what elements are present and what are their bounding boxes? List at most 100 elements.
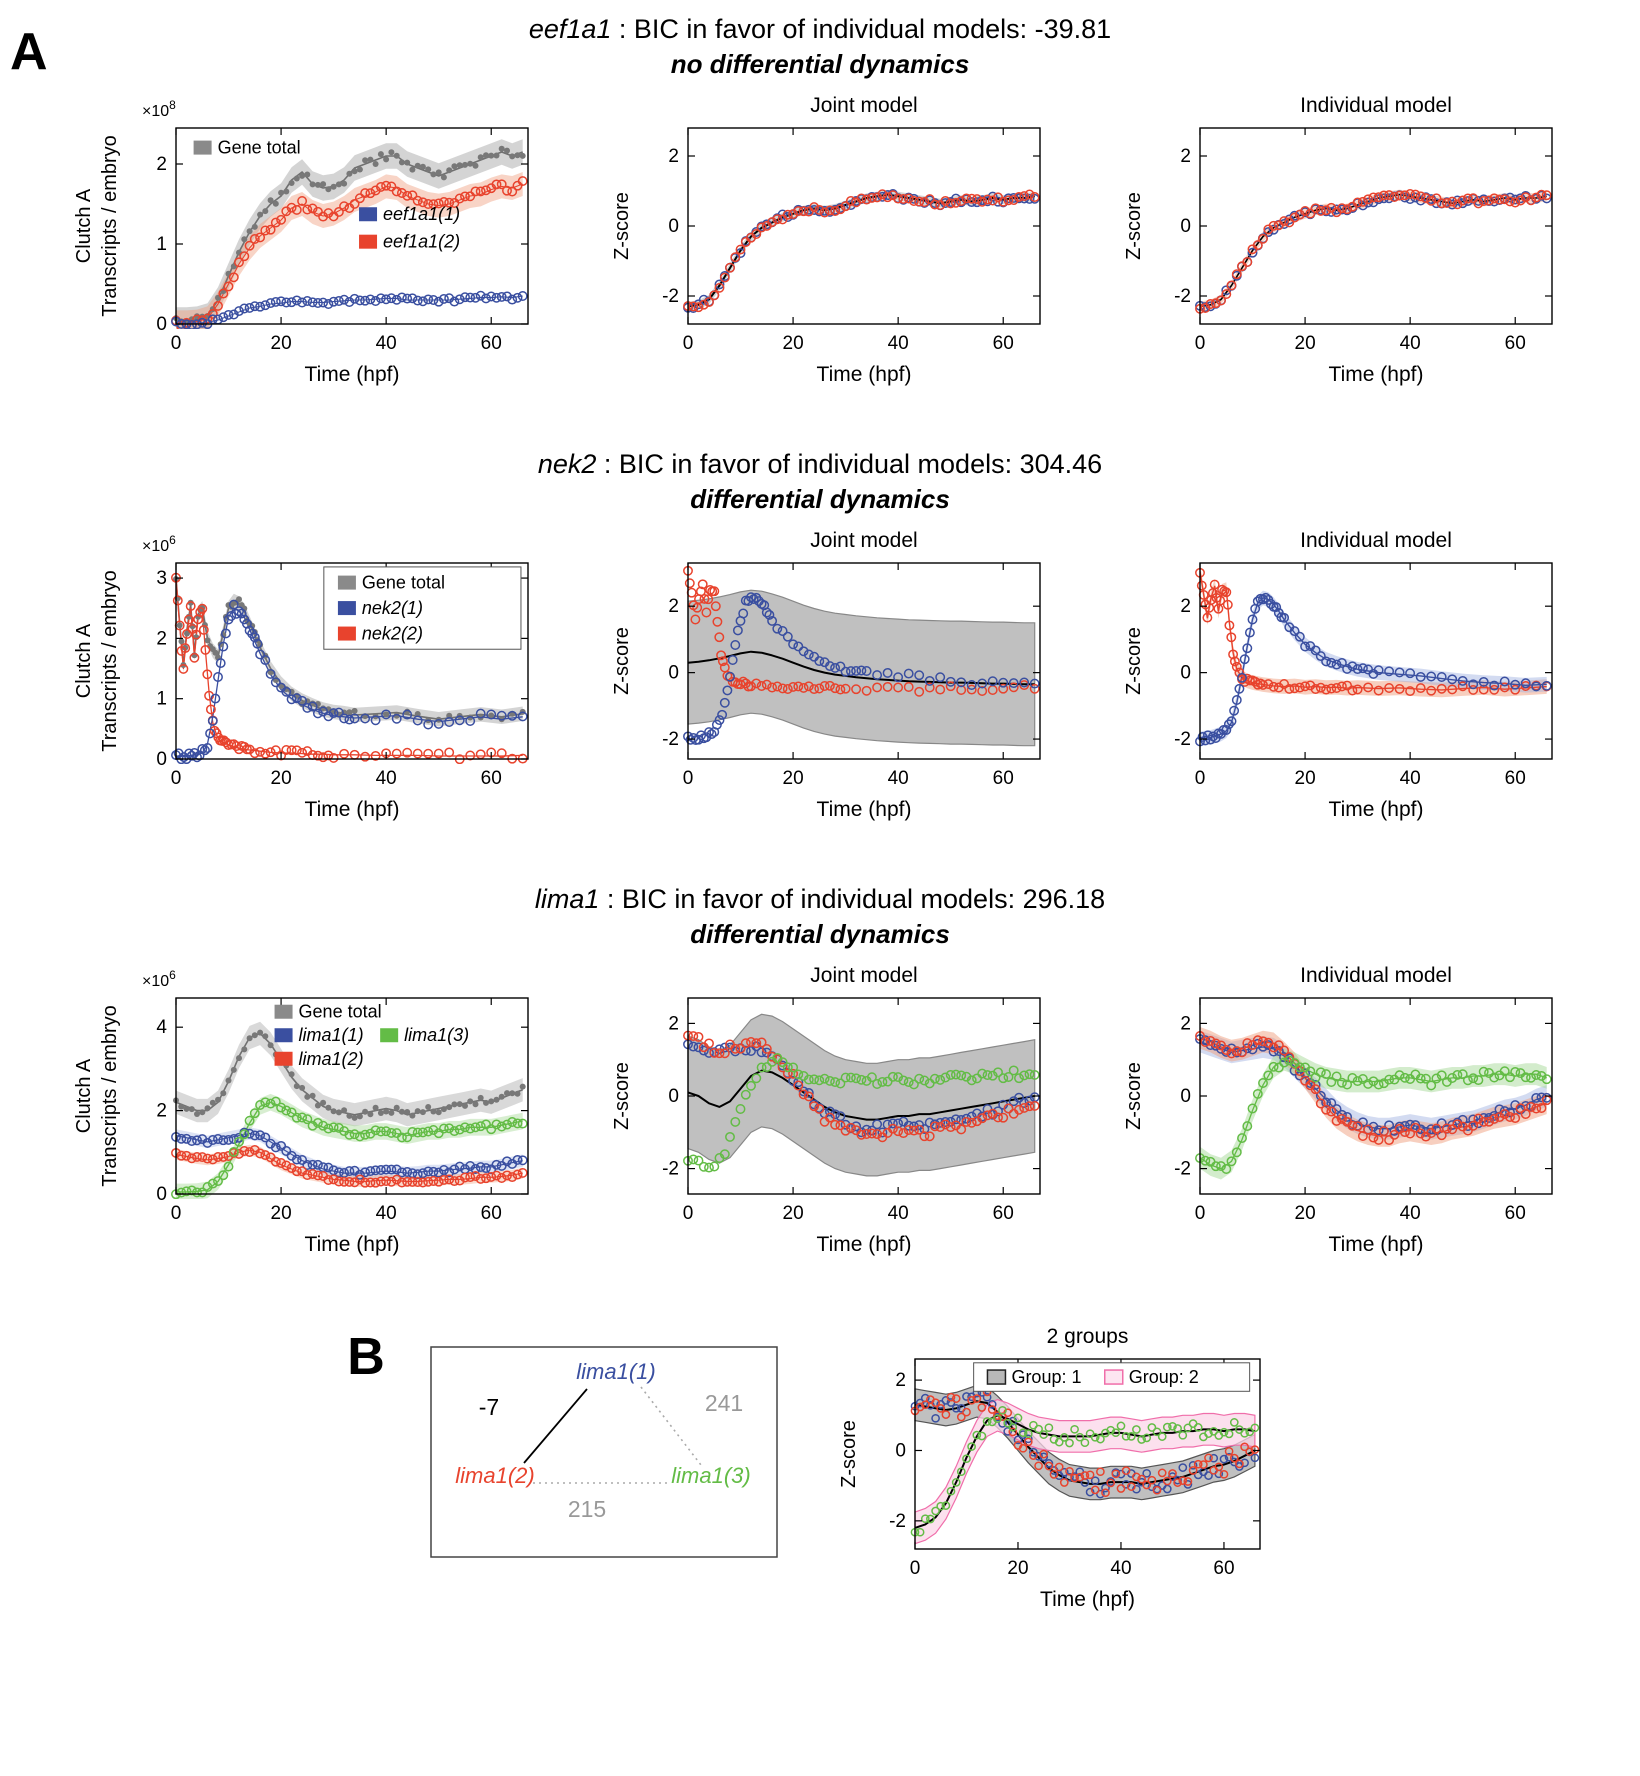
svg-text:0: 0	[1180, 1086, 1191, 1107]
svg-text:0: 0	[668, 1086, 679, 1107]
svg-text:-2: -2	[662, 286, 679, 307]
svg-text:Joint model: Joint model	[810, 94, 917, 117]
svg-text:0: 0	[1195, 1203, 1206, 1224]
svg-text:-2: -2	[1174, 1159, 1191, 1180]
svg-text:60: 60	[481, 1203, 502, 1224]
chart-eef1a1-individual-model: 0 20 40 60 -2 0 2 Individual model Time (hpf) Z-s…	[1082, 88, 1582, 393]
svg-text:-2: -2	[1174, 729, 1191, 750]
row-title-nek2: nek2 : BIC in favor of individual models…	[0, 449, 1640, 480]
svg-text:40: 40	[1400, 768, 1421, 789]
charts-row-nek2: 0 20 40 60 0 1 2 3 Time (hpf) Clutch A Transcripts…	[0, 523, 1640, 828]
svg-text:×106: ×106	[142, 533, 176, 555]
svg-text:0: 0	[668, 216, 679, 237]
svg-text:2: 2	[1180, 596, 1191, 617]
svg-text:1: 1	[156, 689, 167, 710]
svg-text:20: 20	[271, 333, 292, 354]
chart-nek2-abundance: 0 20 40 60 0 1 2 3 Time (hpf) Clutch A Transcripts…	[58, 523, 558, 828]
svg-text:40: 40	[376, 333, 397, 354]
svg-text:0: 0	[1180, 663, 1191, 684]
svg-text:0: 0	[683, 768, 694, 789]
svg-text:40: 40	[888, 333, 909, 354]
svg-text:215: 215	[568, 1496, 606, 1522]
svg-text:Z-score: Z-score	[1123, 1062, 1145, 1130]
svg-text:Z-score: Z-score	[1123, 192, 1145, 260]
svg-text:60: 60	[1213, 1558, 1234, 1579]
svg-text:2: 2	[895, 1370, 906, 1391]
svg-text:Time (hpf): Time (hpf)	[817, 798, 912, 821]
svg-text:-2: -2	[662, 1159, 679, 1180]
panel-a-label: A	[10, 23, 48, 81]
svg-text:-2: -2	[662, 729, 679, 750]
svg-text:40: 40	[1400, 1203, 1421, 1224]
svg-text:Time (hpf): Time (hpf)	[305, 1233, 400, 1256]
charts-row-eef1a1: 0 20 40 60 0 1 2 Time (hpf) Clutch A Transcripts …	[0, 88, 1640, 393]
svg-text:40: 40	[888, 768, 909, 789]
svg-text:-7: -7	[479, 1394, 499, 1420]
svg-text:2: 2	[668, 146, 679, 167]
svg-text:Time (hpf): Time (hpf)	[817, 363, 912, 386]
svg-text:×108: ×108	[142, 98, 176, 120]
chart-lima1-joint-model: 0 20 40 60 -2 0 2 Joint model Time (hpf) Z-score	[570, 958, 1070, 1263]
svg-text:0: 0	[171, 1203, 182, 1224]
svg-text:Gene total: Gene total	[299, 1002, 382, 1022]
svg-text:4: 4	[156, 1017, 167, 1038]
svg-text:40: 40	[1110, 1558, 1131, 1579]
gene-name: lima1	[534, 884, 600, 914]
panel-b: B -7 241 215 lima1(1) lima1(2) lima1(3) 0 20 40…	[0, 1319, 1640, 1624]
svg-text:40: 40	[376, 768, 397, 789]
svg-text:Time (hpf): Time (hpf)	[1040, 1588, 1135, 1611]
svg-text:60: 60	[993, 768, 1014, 789]
svg-text:0: 0	[171, 333, 182, 354]
gene-name: eef1a1	[528, 14, 612, 44]
svg-text:3: 3	[156, 568, 167, 589]
svg-text:nek2(1): nek2(1)	[362, 598, 423, 618]
row-subtitle-lima1: differential dynamics	[690, 919, 950, 949]
chart-eef1a1-joint-model: 0 20 40 60 -2 0 2 Joint model Time (hpf) Z-score	[570, 88, 1070, 393]
svg-text:0: 0	[156, 749, 167, 770]
svg-text:Time (hpf): Time (hpf)	[1329, 798, 1424, 821]
svg-text:2: 2	[156, 154, 167, 175]
row-subtitle-nek2: differential dynamics	[690, 484, 950, 514]
network-svg: -7 241 215 lima1(1) lima1(2) lima1(3)	[430, 1346, 778, 1558]
svg-text:Transcripts / embryo: Transcripts / embryo	[99, 1005, 121, 1187]
svg-text:lima1(1): lima1(1)	[576, 1359, 655, 1384]
row-title-lima1: lima1 : BIC in favor of individual model…	[0, 884, 1640, 915]
svg-text:Clutch A: Clutch A	[73, 188, 95, 263]
chart-two-groups: 0 20 40 60 -2 0 2 2 groups Time (hpf) Z-score Grou…	[823, 1319, 1293, 1624]
svg-text:Individual model: Individual model	[1300, 964, 1452, 987]
svg-text:60: 60	[481, 768, 502, 789]
svg-text:-2: -2	[889, 1511, 906, 1532]
svg-text:Time (hpf): Time (hpf)	[305, 798, 400, 821]
svg-text:0: 0	[1180, 216, 1191, 237]
svg-text:Gene total: Gene total	[218, 138, 301, 158]
row-lima1: lima1 : BIC in favor of individual model…	[0, 884, 1640, 1263]
svg-text:lima1(3): lima1(3)	[671, 1463, 750, 1488]
svg-text:2: 2	[668, 596, 679, 617]
svg-text:20: 20	[271, 768, 292, 789]
svg-text:20: 20	[783, 1203, 804, 1224]
svg-text:60: 60	[1505, 333, 1526, 354]
network-diagram: -7 241 215 lima1(1) lima1(2) lima1(3)	[429, 1345, 779, 1564]
panel-b-label: B	[347, 1328, 385, 1386]
svg-text:60: 60	[1505, 768, 1526, 789]
svg-text:1: 1	[156, 234, 167, 255]
svg-text:60: 60	[481, 333, 502, 354]
svg-text:40: 40	[1400, 333, 1421, 354]
row-subtitle-eef1a1: no differential dynamics	[670, 49, 970, 79]
chart-nek2-joint-model: 0 20 40 60 -2 0 2 Joint model Time (hpf) Z-score	[570, 523, 1070, 828]
svg-text:Individual model: Individual model	[1300, 94, 1452, 117]
svg-text:20: 20	[783, 333, 804, 354]
svg-text:2: 2	[1180, 146, 1191, 167]
svg-text:Joint model: Joint model	[810, 529, 917, 552]
svg-text:Clutch A: Clutch A	[73, 1058, 95, 1133]
svg-text:Transcripts / embryo: Transcripts / embryo	[99, 570, 121, 752]
svg-text:Gene total: Gene total	[362, 573, 445, 593]
svg-text:20: 20	[1295, 1203, 1316, 1224]
svg-text:2: 2	[668, 1013, 679, 1034]
svg-text:×106: ×106	[142, 968, 176, 990]
chart-lima1-individual-model: 0 20 40 60 -2 0 2 Individual model Time (hpf) Z-s…	[1082, 958, 1582, 1263]
svg-text:0: 0	[1195, 333, 1206, 354]
svg-text:Individual model: Individual model	[1300, 529, 1452, 552]
svg-text:40: 40	[888, 1203, 909, 1224]
